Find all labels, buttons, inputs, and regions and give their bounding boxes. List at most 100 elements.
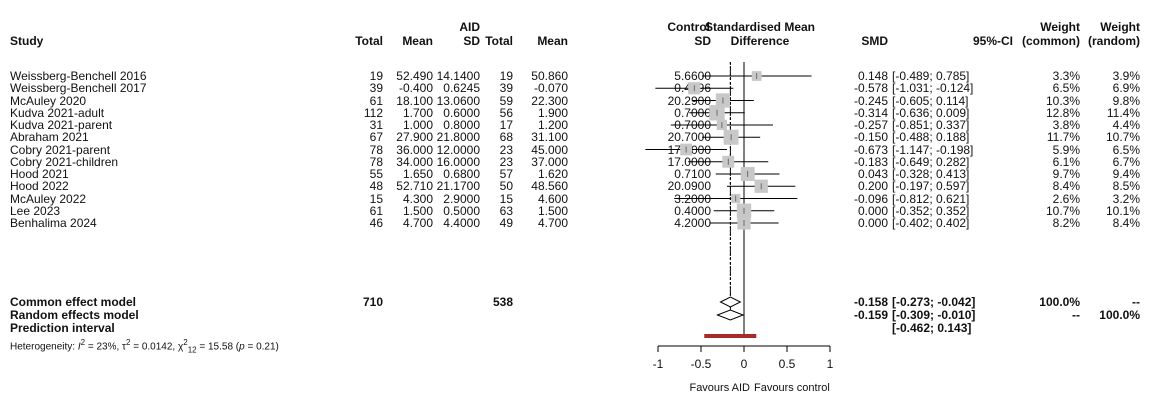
het-prefix: Heterogeneity: bbox=[10, 341, 78, 353]
header-aid: AID bbox=[459, 20, 480, 34]
row-aid-sd: 21.1700 bbox=[436, 179, 480, 194]
header-ctl-sd: SD bbox=[694, 34, 711, 48]
row-aid-mean: 52.490 bbox=[396, 69, 433, 83]
row-ci-text: [-0.402; 0.402] bbox=[892, 216, 970, 230]
row-smd-text: -0.257 bbox=[853, 118, 888, 132]
header-weight-random-2: (random) bbox=[1088, 34, 1140, 48]
het-chi-symbol: χ bbox=[177, 341, 184, 353]
row-smd-text: -0.183 bbox=[853, 154, 888, 169]
row-aid-mean: 18.100 bbox=[396, 93, 433, 108]
row-w-common: 9.7% bbox=[1052, 167, 1080, 181]
row-study: Abraham 2021 bbox=[10, 130, 89, 145]
row-ctl-mean: 1.620 bbox=[537, 167, 568, 181]
row-w-random: 4.4% bbox=[1112, 118, 1140, 132]
row-w-common: 8.2% bbox=[1052, 216, 1080, 230]
row-ctl-mean: 50.860 bbox=[531, 69, 568, 83]
header-ctl-mean: Mean bbox=[537, 34, 568, 48]
header-aid-sd: SD bbox=[463, 34, 480, 48]
random-weight-common: -- bbox=[1072, 308, 1080, 322]
prediction-ci: [-0.462; 0.143] bbox=[892, 321, 972, 335]
row-ci-text: [-0.488; 0.188] bbox=[892, 130, 970, 145]
random-ci: [-0.309; -0.010] bbox=[892, 308, 976, 322]
row-smd-text: -0.096 bbox=[853, 191, 888, 206]
common-smd: -0.158 bbox=[853, 295, 888, 309]
row-aid-total: 61 bbox=[369, 93, 383, 108]
header-aid-total: Total bbox=[355, 34, 383, 48]
row-aid-total: 67 bbox=[369, 130, 383, 145]
common-ctl-total: 538 bbox=[492, 295, 513, 309]
row-aid-total: 19 bbox=[369, 69, 383, 83]
row-ci-text: [-1.031; -0.124] bbox=[892, 81, 974, 96]
het-i-symbol: I bbox=[77, 341, 81, 353]
row-w-common: 12.8% bbox=[1045, 105, 1080, 120]
row-ctl-sd: 0.7100 bbox=[674, 167, 711, 181]
row-w-random: 6.5% bbox=[1112, 142, 1140, 157]
x-axis-tick-label: 0 bbox=[741, 357, 748, 371]
row-aid-total: 31 bbox=[369, 118, 383, 132]
common-weight-common: 100.0% bbox=[1039, 295, 1080, 309]
row-ci-text: [-0.197; 0.597] bbox=[892, 179, 970, 194]
row-aid-mean: 1.500 bbox=[402, 203, 433, 218]
row-aid-mean: 27.900 bbox=[396, 130, 433, 145]
row-ctl-total: 56 bbox=[499, 105, 513, 120]
row-aid-sd: 0.5000 bbox=[443, 203, 480, 218]
x-axis-tick-label: -0.5 bbox=[691, 357, 712, 371]
prediction-label: Prediction interval bbox=[10, 321, 115, 335]
row-w-common: 10.3% bbox=[1045, 93, 1080, 108]
row-w-random: 10.1% bbox=[1105, 203, 1140, 218]
row-ctl-total: 19 bbox=[499, 69, 513, 83]
row-w-common: 3.8% bbox=[1052, 118, 1080, 132]
random-effect-diamond bbox=[716, 309, 745, 321]
row-aid-total: 46 bbox=[369, 216, 383, 230]
row-smd-text: 0.200 bbox=[857, 179, 888, 194]
row-w-common: 5.9% bbox=[1052, 142, 1080, 157]
row-ctl-mean: 45.000 bbox=[531, 142, 568, 157]
het-chi-df: 12 bbox=[187, 345, 197, 355]
heterogeneity-stats: Heterogeneity: I2 = 23%, τ2 = 0.0142, χ2… bbox=[10, 338, 279, 355]
row-ctl-mean: 4.600 bbox=[537, 191, 568, 206]
header-ci: 95%-CI bbox=[972, 34, 1013, 48]
row-smd-text: -0.150 bbox=[853, 130, 888, 145]
row-w-common: 2.6% bbox=[1052, 191, 1080, 206]
row-ci-text: [-0.636; 0.009] bbox=[892, 105, 970, 120]
row-aid-sd: 16.0000 bbox=[436, 154, 480, 169]
row-smd-text: -0.314 bbox=[853, 105, 888, 120]
header-plot-line1: Standardised Mean bbox=[704, 20, 816, 34]
row-aid-mean: 52.710 bbox=[396, 179, 433, 194]
row-ctl-mean: 48.560 bbox=[531, 179, 568, 194]
row-ctl-mean: 4.700 bbox=[537, 216, 568, 230]
common-weight-random: -- bbox=[1132, 295, 1140, 309]
row-ctl-total: 68 bbox=[499, 130, 513, 145]
row-w-common: 8.4% bbox=[1052, 179, 1080, 194]
axis-left-label: Favours AID bbox=[689, 382, 750, 394]
row-study: Cobry 2021-parent bbox=[10, 142, 111, 157]
header-weight-common-1: Weight bbox=[1040, 20, 1080, 34]
row-aid-total: 39 bbox=[369, 81, 383, 96]
row-study: Cobry 2021-children bbox=[10, 154, 119, 169]
row-aid-sd: 2.9000 bbox=[443, 191, 480, 206]
row-ctl-mean: -0.070 bbox=[533, 81, 568, 96]
row-ci-text: [-0.352; 0.352] bbox=[892, 203, 970, 218]
row-ctl-total: 15 bbox=[499, 191, 513, 206]
row-ctl-total: 59 bbox=[499, 93, 513, 108]
row-aid-sd: 14.1400 bbox=[436, 69, 480, 83]
row-aid-sd: 0.6000 bbox=[443, 105, 480, 120]
row-ctl-sd: 5.6600 bbox=[674, 69, 711, 83]
row-w-common: 11.7% bbox=[1046, 130, 1080, 145]
row-ctl-total: 49 bbox=[499, 216, 513, 230]
row-ci-text: [-0.812; 0.621] bbox=[892, 191, 970, 206]
row-w-common: 6.1% bbox=[1052, 154, 1080, 169]
row-ctl-mean: 1.200 bbox=[537, 118, 568, 132]
row-aid-total: 61 bbox=[369, 203, 383, 218]
row-smd-text: -0.245 bbox=[853, 93, 888, 108]
axis-right-label: Favours control bbox=[754, 382, 830, 394]
het-chi-value: = 15.58 ( bbox=[196, 341, 240, 353]
row-ctl-sd: 0.4000 bbox=[674, 203, 711, 218]
row-aid-total: 48 bbox=[369, 179, 383, 194]
row-study: Hood 2021 bbox=[10, 167, 69, 181]
row-study: McAuley 2020 bbox=[10, 93, 87, 108]
row-aid-mean: 34.000 bbox=[396, 154, 433, 169]
row-w-random: 6.7% bbox=[1112, 154, 1140, 169]
row-ctl-total: 57 bbox=[499, 167, 513, 181]
header-ctl-total: Total bbox=[485, 34, 513, 48]
